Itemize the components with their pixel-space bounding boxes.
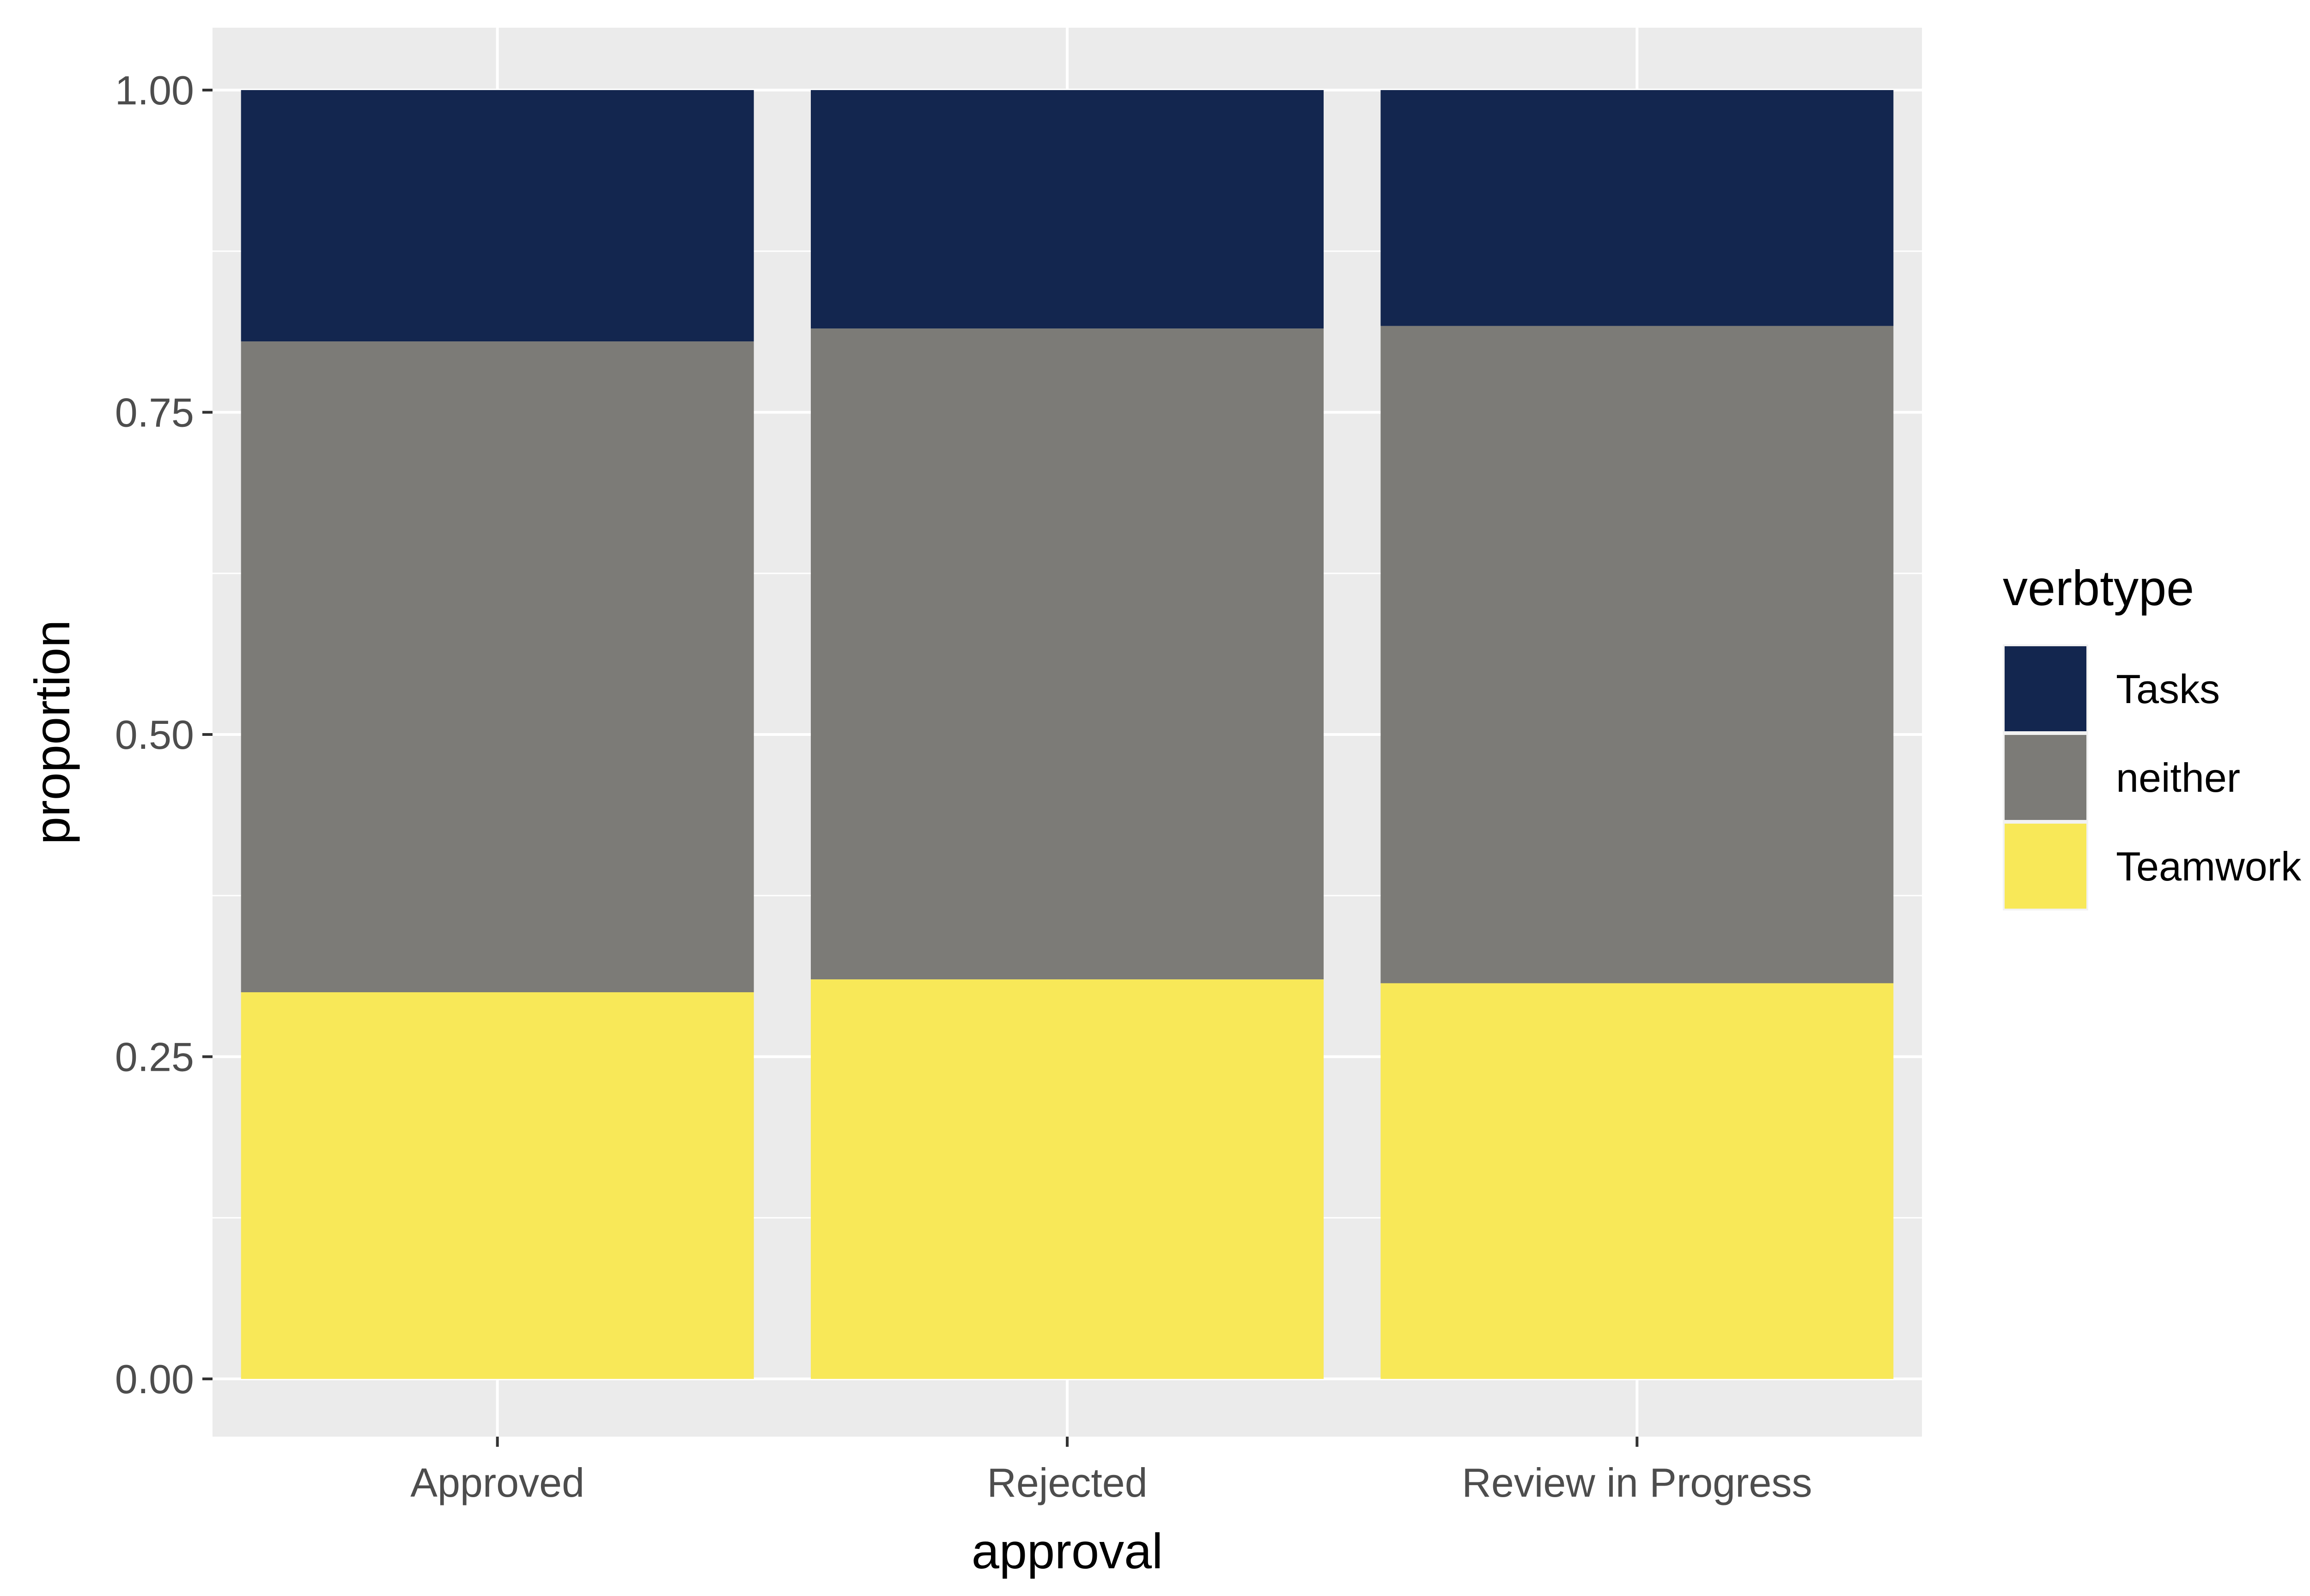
legend-swatch-tasks — [2005, 646, 2086, 731]
bar-segment-teamwork — [811, 979, 1324, 1379]
y-axis-title: proportion — [24, 620, 80, 844]
y-tick-label: 0.75 — [115, 390, 194, 436]
legend-label-teamwork: Teamwork — [2116, 844, 2302, 889]
legend: verbtype Tasks neither Teamwork — [2003, 560, 2302, 910]
y-tick-label: 0.25 — [115, 1034, 194, 1080]
y-axis: 0.00 0.25 0.50 0.75 1.00 — [115, 67, 213, 1402]
x-tick-label: Review in Progress — [1462, 1460, 1812, 1505]
bar-segment-tasks — [811, 90, 1324, 329]
legend-swatch-teamwork — [2005, 824, 2086, 909]
legend-swatch-neither — [2005, 735, 2086, 820]
y-tick-label: 1.00 — [115, 67, 194, 113]
x-axis-title: approval — [972, 1523, 1163, 1579]
bar-segment-tasks — [241, 90, 754, 342]
legend-label-neither: neither — [2116, 755, 2240, 801]
bar-segment-neither — [241, 341, 754, 992]
bar-segment-teamwork — [1380, 983, 1894, 1379]
bar-segment-neither — [1380, 326, 1894, 983]
bars — [241, 90, 1894, 1379]
legend-label-tasks: Tasks — [2116, 666, 2220, 712]
legend-title: verbtype — [2003, 560, 2194, 616]
x-tick-label: Rejected — [987, 1460, 1147, 1505]
x-tick-label: Approved — [410, 1460, 584, 1505]
bar-segment-neither — [811, 328, 1324, 980]
y-tick-label: 0.00 — [115, 1356, 194, 1402]
bar-segment-tasks — [1380, 90, 1894, 326]
y-tick-label: 0.50 — [115, 712, 194, 758]
x-axis: Approved Rejected Review in Progress — [410, 1437, 1812, 1505]
bar-segment-teamwork — [241, 992, 754, 1379]
